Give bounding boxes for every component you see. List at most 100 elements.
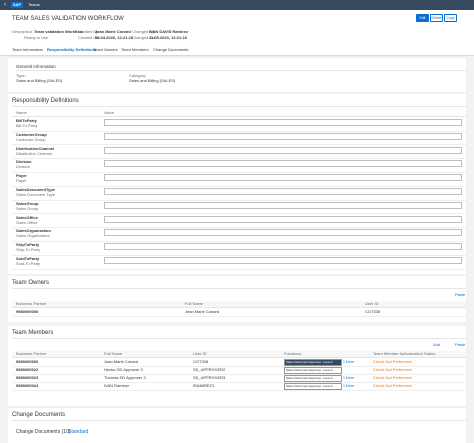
- field-name: Sales Office: [16, 219, 38, 225]
- business-partner: 9980000023: [16, 375, 39, 380]
- field-code: Payer: [16, 173, 27, 179]
- field-value: Jean Marie Conard: [95, 29, 131, 34]
- section-title: Responsibility Definitions: [12, 98, 79, 104]
- field-code: SalesOrganization: [16, 228, 51, 234]
- business-partner: 9980000022: [16, 367, 39, 372]
- row-divider: [12, 185, 466, 187]
- value-input[interactable]: [104, 174, 462, 182]
- field-value: 11.05.2020, 12:21:16: [149, 35, 188, 40]
- field-value: Sales and Billing (SALES): [129, 78, 176, 83]
- function-token[interactable]: Sales Document Approval - Level 2: [284, 367, 342, 374]
- toolbar-button[interactable]: Paste: [455, 292, 466, 297]
- row-divider: [12, 240, 466, 242]
- value-input[interactable]: [104, 146, 462, 154]
- tab[interactable]: Change Documents: [153, 47, 189, 52]
- row-divider: [12, 381, 466, 383]
- cell: SD_APPROVER2: [193, 367, 226, 372]
- value-input[interactable]: [104, 119, 462, 126]
- field-label: Description:: [12, 29, 34, 34]
- row-divider: [12, 130, 466, 132]
- field-code: CustomerGroup: [16, 131, 47, 137]
- field-value: IVAN DAVIS Ramirez: [149, 29, 188, 34]
- column-header: Name: [16, 110, 27, 115]
- function-token[interactable]: Sales Document Approval - Level 2: [284, 375, 342, 382]
- row-divider: [12, 199, 466, 201]
- row-divider: [12, 254, 466, 256]
- field-code: ShipToParty: [16, 242, 40, 248]
- app-title[interactable]: Teams: [28, 1, 40, 7]
- back-button[interactable]: ‹: [4, 2, 6, 8]
- row-divider: [12, 144, 466, 146]
- action-button[interactable]: Delete: [430, 14, 443, 22]
- value-input[interactable]: [104, 243, 462, 251]
- owners-panel: [8, 276, 466, 322]
- action-button[interactable]: Copy: [444, 14, 457, 22]
- column-header: Business Partner: [16, 351, 47, 356]
- object-title: TEAM SALES VALIDATION WORKFLOW: [12, 16, 124, 22]
- field-name: Division: [16, 164, 31, 170]
- field-name: Payer: [16, 178, 27, 184]
- field-label: Changed On:: [132, 35, 156, 40]
- field-name: Bill-To Party: [16, 123, 38, 128]
- toolbar-button[interactable]: Add: [433, 342, 441, 347]
- header-row: [12, 301, 466, 308]
- tab[interactable]: Team Owners: [93, 47, 118, 52]
- field-name: Sales Document Type: [16, 192, 56, 197]
- more-link[interactable]: 1 More: [343, 359, 354, 364]
- value-input[interactable]: [104, 215, 462, 223]
- field-name: Customer Group: [16, 136, 46, 142]
- action-button[interactable]: Edit: [416, 14, 429, 22]
- value-input[interactable]: [104, 132, 462, 140]
- status: Ready to Use: [24, 35, 49, 40]
- field-label: Changed By:: [132, 29, 156, 34]
- field-code: SalesGroup: [16, 200, 39, 206]
- field-code: SalesDocumentType: [16, 187, 56, 192]
- field-code: SoldToParty: [16, 256, 40, 261]
- row-divider: [12, 171, 466, 173]
- column-header: Team Member Authorization Status: [373, 351, 436, 356]
- divider: [12, 338, 466, 339]
- column-header: User ID: [193, 351, 207, 356]
- field-code: SalesOffice: [16, 214, 38, 220]
- field-value: Sales and Billing (SALES): [16, 78, 63, 83]
- business-partner: 9980000000: [16, 309, 39, 314]
- tab[interactable]: Responsibility Definitions: [47, 47, 97, 52]
- business-partner: 9980000000: [16, 359, 39, 364]
- value-input[interactable]: [104, 257, 462, 264]
- general-panel: [8, 58, 466, 92]
- row-divider: [12, 268, 466, 270]
- field-label: Created On:: [78, 35, 100, 40]
- table-title: Change Documents (10): [16, 429, 71, 435]
- cell: IRAMIREZ1: [193, 383, 215, 388]
- tab[interactable]: Team Members: [121, 47, 149, 52]
- field-code: DistributionChannel: [16, 145, 55, 151]
- divider: [12, 420, 466, 421]
- row-divider: [12, 315, 466, 317]
- field-label: Category:: [129, 73, 147, 78]
- sap-logo: SAP: [11, 2, 23, 8]
- cell: Jean Marie Conard: [104, 359, 139, 364]
- field-name: Ship-To Party: [16, 247, 41, 253]
- status-text: Check Not Performed: [373, 367, 412, 372]
- function-token[interactable]: Sales Document Approval - Level 2: [284, 383, 342, 390]
- column-header: Functions: [284, 351, 302, 356]
- value-input[interactable]: [104, 229, 462, 237]
- variant-select[interactable]: Standard: [68, 429, 89, 435]
- cell: CGT338: [365, 309, 381, 314]
- value-input[interactable]: [104, 160, 462, 168]
- more-link[interactable]: 1 More: [343, 375, 354, 380]
- tab[interactable]: Team Information: [12, 47, 43, 52]
- toolbar-button[interactable]: Paste: [455, 342, 466, 347]
- row-divider: [12, 389, 466, 391]
- status-text: Check Not Performed: [373, 383, 412, 388]
- status-text: Check Not Performed: [373, 375, 412, 380]
- column-header: Full Name: [185, 301, 204, 306]
- value-input[interactable]: [104, 201, 462, 209]
- function-token[interactable]: Sales Document Approval - Level 2: [284, 359, 342, 366]
- row-divider: [12, 373, 466, 375]
- shell-bar: [0, 0, 474, 10]
- divider: [16, 70, 466, 71]
- value-input[interactable]: [104, 188, 462, 195]
- more-link[interactable]: 1 More: [343, 383, 354, 388]
